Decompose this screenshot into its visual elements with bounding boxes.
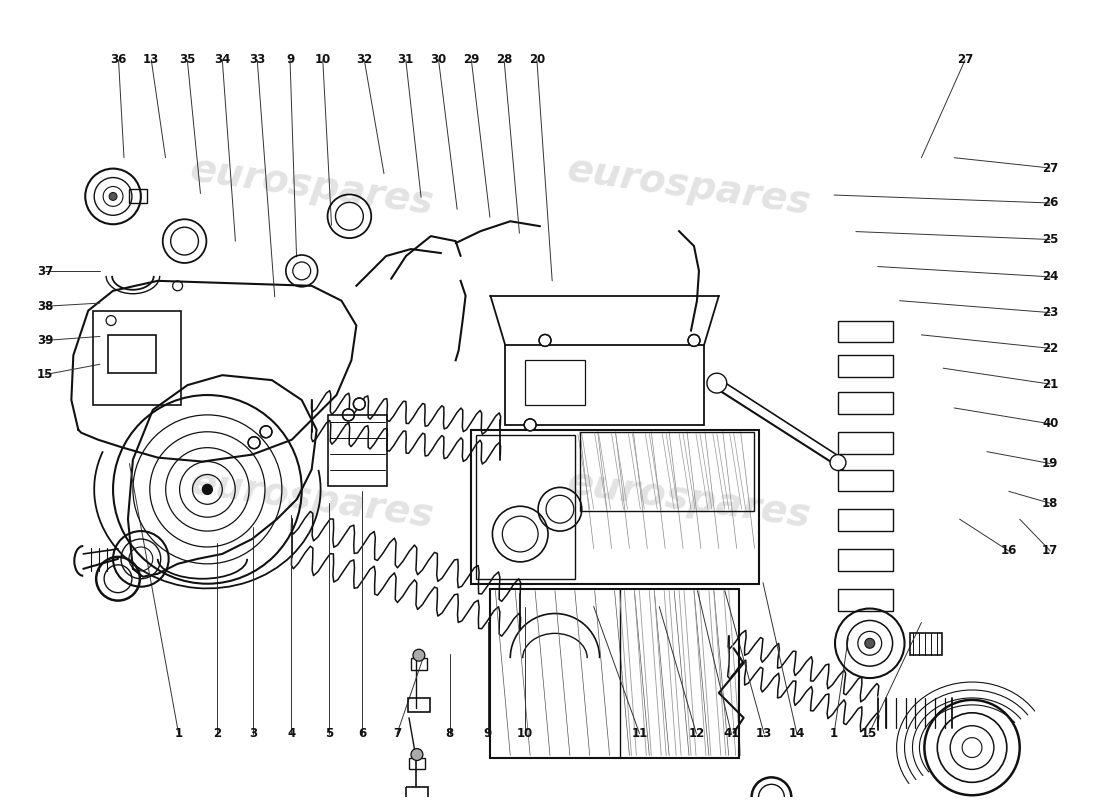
Bar [838, 510, 892, 531]
Bar [838, 470, 892, 491]
Text: 10: 10 [517, 727, 534, 740]
Text: 27: 27 [957, 54, 974, 66]
Text: 4: 4 [287, 727, 295, 740]
Text: 21: 21 [1042, 378, 1058, 390]
Text: 15: 15 [861, 727, 877, 740]
Text: 10: 10 [315, 54, 331, 66]
Bar [838, 549, 892, 571]
Bar [411, 658, 427, 670]
Text: 16: 16 [1001, 545, 1018, 558]
Bar [838, 355, 892, 377]
Text: 29: 29 [463, 54, 480, 66]
Bar [471, 430, 759, 584]
Bar [525, 360, 585, 405]
Bar [129, 190, 146, 203]
Circle shape [342, 409, 354, 421]
Text: 9: 9 [484, 727, 492, 740]
Circle shape [411, 749, 422, 761]
Bar [409, 758, 425, 770]
Text: 17: 17 [1042, 545, 1058, 558]
Circle shape [412, 650, 425, 661]
Text: eurospares: eurospares [187, 463, 436, 535]
Bar [838, 321, 892, 342]
Text: 8: 8 [446, 727, 453, 740]
Text: 32: 32 [356, 54, 373, 66]
Text: eurospares: eurospares [564, 463, 813, 535]
Circle shape [865, 638, 874, 648]
Text: 24: 24 [1042, 270, 1058, 283]
Circle shape [202, 485, 212, 494]
Text: 40: 40 [1042, 418, 1058, 430]
Text: 35: 35 [179, 54, 196, 66]
Text: 26: 26 [1042, 197, 1058, 210]
Text: 13: 13 [756, 727, 772, 740]
Text: 37: 37 [37, 265, 54, 278]
Text: 34: 34 [214, 54, 231, 66]
Circle shape [525, 419, 536, 430]
Text: 14: 14 [789, 727, 805, 740]
Bar [491, 589, 739, 758]
Bar [505, 346, 704, 425]
Text: 39: 39 [37, 334, 54, 347]
Text: 11: 11 [631, 727, 648, 740]
Text: eurospares: eurospares [187, 150, 436, 222]
Text: 3: 3 [249, 727, 257, 740]
Text: 23: 23 [1042, 306, 1058, 319]
Text: 7: 7 [393, 727, 402, 740]
Circle shape [249, 437, 260, 449]
Text: eurospares: eurospares [564, 150, 813, 222]
Bar [838, 432, 892, 454]
Text: 33: 33 [249, 54, 265, 66]
Text: 22: 22 [1042, 342, 1058, 355]
Bar [94, 310, 180, 405]
Text: 2: 2 [212, 727, 221, 740]
Text: 15: 15 [37, 368, 54, 381]
Text: 25: 25 [1042, 233, 1058, 246]
Bar [108, 335, 156, 373]
Text: 36: 36 [110, 54, 126, 66]
Circle shape [353, 398, 365, 410]
Circle shape [707, 373, 727, 393]
Text: 20: 20 [529, 54, 544, 66]
Text: 12: 12 [689, 727, 704, 740]
Circle shape [260, 426, 272, 438]
Bar [838, 589, 892, 610]
Bar [408, 698, 430, 712]
Text: 38: 38 [37, 300, 54, 313]
Text: 5: 5 [326, 727, 333, 740]
Text: 13: 13 [143, 54, 160, 66]
Text: 31: 31 [398, 54, 414, 66]
Bar [838, 392, 892, 414]
Text: 9: 9 [286, 54, 294, 66]
Bar [911, 634, 943, 655]
Text: 28: 28 [496, 54, 513, 66]
Text: 1: 1 [175, 727, 183, 740]
Bar [475, 434, 575, 578]
Circle shape [109, 193, 117, 200]
Circle shape [688, 334, 700, 346]
Text: 30: 30 [430, 54, 447, 66]
Text: 6: 6 [358, 727, 366, 740]
Text: 19: 19 [1042, 457, 1058, 470]
Circle shape [830, 454, 846, 470]
Text: 41: 41 [723, 727, 739, 740]
Text: 27: 27 [1042, 162, 1058, 174]
Bar [580, 432, 754, 511]
Circle shape [539, 334, 551, 346]
Bar [406, 787, 428, 800]
Text: 1: 1 [830, 727, 838, 740]
Bar [328, 415, 387, 486]
Text: 18: 18 [1042, 497, 1058, 510]
